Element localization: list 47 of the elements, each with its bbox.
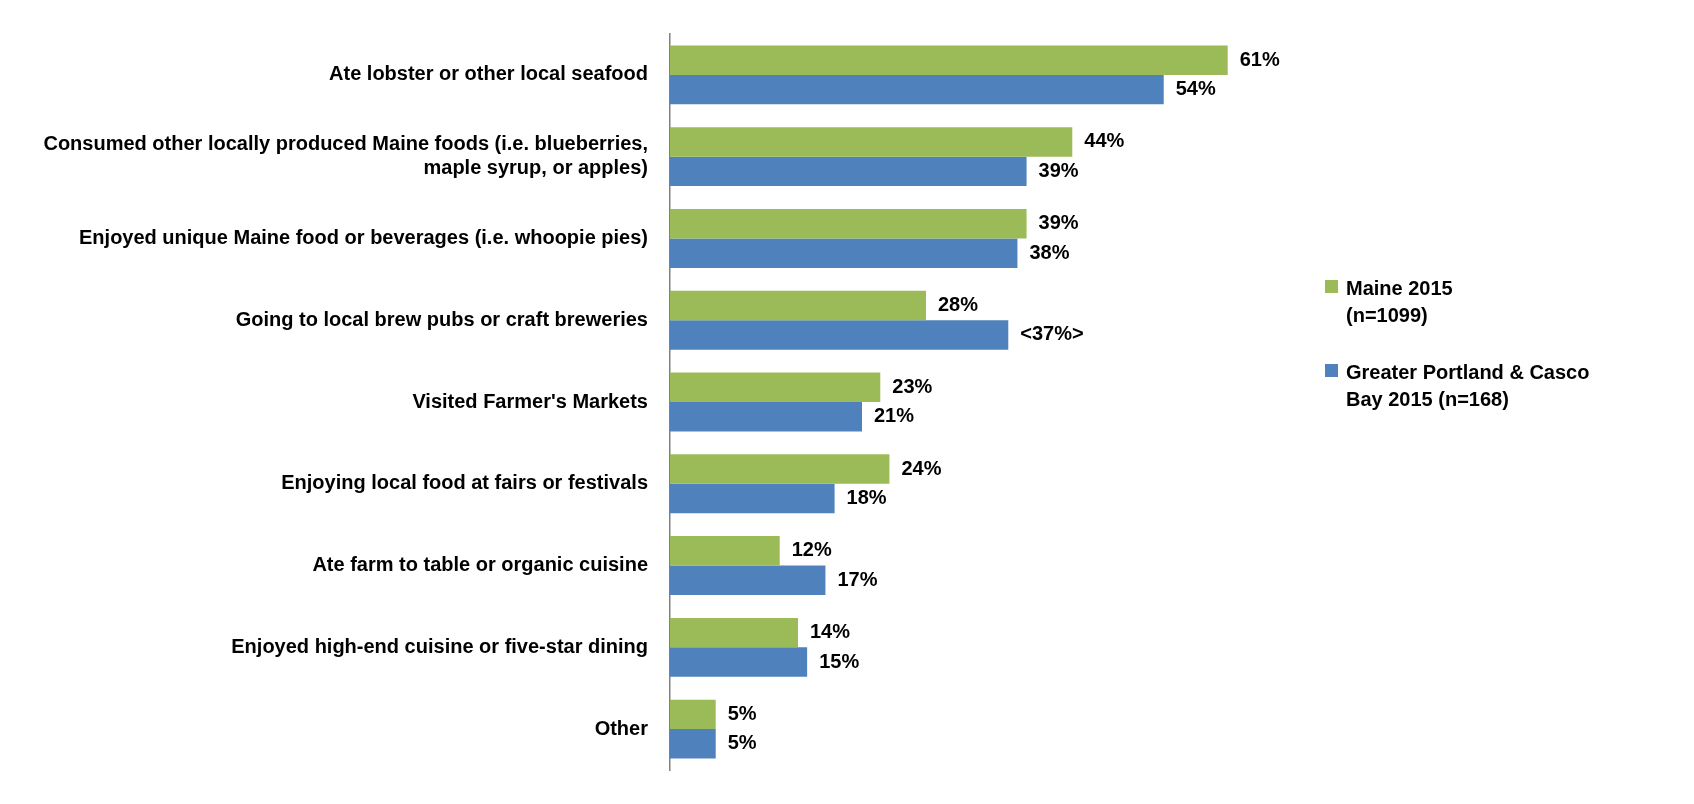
data-label: 15% [819, 649, 860, 672]
data-label: 18% [846, 486, 887, 509]
data-label: 14% [810, 620, 851, 643]
data-label: 44% [1084, 129, 1125, 152]
bar [670, 536, 780, 566]
bar [670, 74, 1164, 105]
y-tick-label: Visited Farmer's Markets [412, 389, 648, 412]
legend-label: Greater Portland & Casco Bay 2015 (n=168) [1346, 360, 1591, 412]
data-label: 23% [892, 374, 933, 397]
data-label: 5% [727, 701, 757, 724]
bar [670, 454, 890, 484]
bar [670, 156, 1027, 187]
bar [670, 402, 862, 432]
data-label: 21% [874, 404, 915, 427]
y-tick-label: Other [594, 716, 649, 739]
data-label: 28% [938, 293, 979, 316]
bar [670, 647, 808, 677]
data-label: 39% [1038, 158, 1079, 181]
bar [670, 320, 1009, 350]
bar [670, 45, 1228, 75]
y-tick-label: Enjoyed unique Maine food or beverages (i.e. whoopie pies) [79, 225, 648, 248]
data-label: 39% [1038, 211, 1079, 234]
y-tick-label: Going to local brew pubs or craft breweries [235, 307, 648, 330]
data-label: <37%> [1020, 322, 1084, 345]
bar [670, 209, 1027, 239]
bar [670, 290, 926, 321]
data-label: 38% [1029, 240, 1070, 263]
bar [670, 483, 835, 514]
bar [670, 372, 881, 402]
bar [670, 127, 1073, 157]
data-label: 5% [727, 731, 757, 754]
data-label: 17% [837, 567, 878, 590]
data-label: 12% [791, 538, 832, 561]
y-tick-label: Ate farm to table or organic cuisine [312, 553, 648, 576]
bar [670, 565, 826, 595]
y-tick-label: Enjoying local food at fairs or festivals [281, 471, 648, 494]
bar [670, 729, 716, 759]
bar [670, 617, 798, 648]
legend-label: Maine 2015 (n=1099) [1346, 276, 1454, 328]
y-tick-label: Enjoyed high-end cuisine or five-star dining [231, 634, 648, 657]
bar [670, 238, 1018, 268]
data-label: 54% [1175, 77, 1216, 100]
data-label: 61% [1239, 47, 1280, 70]
data-label: 24% [901, 456, 942, 479]
y-tick-label: Consumed other locally produced Maine foods (i.e. blueberries, maple syrup, or apples) [43, 132, 648, 179]
bar [670, 699, 716, 730]
y-tick-label: Ate lobster or other local seafood [329, 62, 648, 85]
